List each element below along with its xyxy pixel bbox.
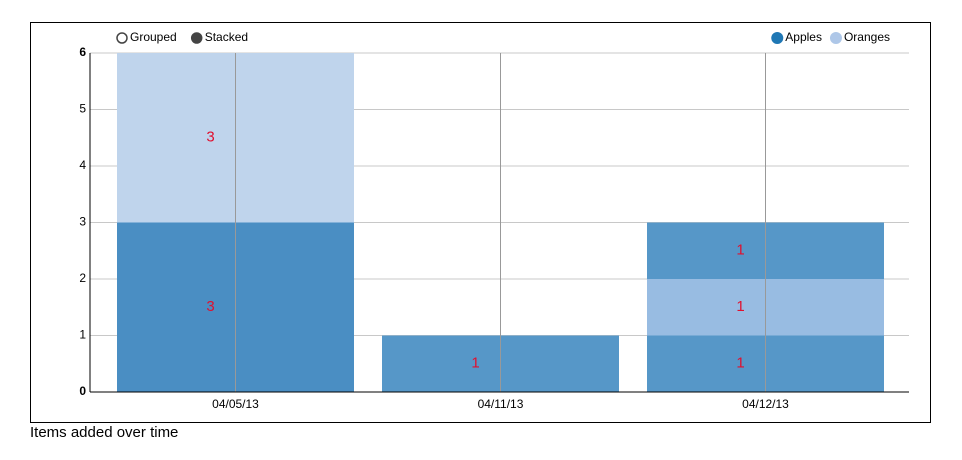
caption: Items added over time xyxy=(30,424,179,441)
y-tick-label: 1 xyxy=(79,328,86,342)
control-radio[interactable] xyxy=(190,32,203,44)
x-tick-label: 04/12/13 xyxy=(742,397,789,411)
y-tick-label: 0 xyxy=(79,384,86,398)
chart-frame xyxy=(30,22,931,423)
x-tick-label: 04/11/13 xyxy=(478,397,524,411)
value-label: 1 xyxy=(471,355,479,372)
value-label: 1 xyxy=(736,298,744,315)
control-label[interactable]: Stacked xyxy=(205,30,248,44)
value-label: 3 xyxy=(206,129,214,146)
legend-label[interactable]: Oranges xyxy=(844,30,890,44)
control-label[interactable]: Grouped xyxy=(130,30,177,44)
y-tick-label: 2 xyxy=(79,271,86,285)
legend-label[interactable]: Apples xyxy=(785,30,822,44)
y-tick-label: 3 xyxy=(79,215,86,229)
value-label: 3 xyxy=(206,298,214,315)
legend-marker[interactable] xyxy=(771,32,784,44)
value-label: 1 xyxy=(736,355,744,372)
chart: 0 1 2 3 4 5 6 3 3 04/05/13 1 04/11/13 1 1 1 04/12/13 Gro… xyxy=(30,22,931,423)
y-tick-label: 4 xyxy=(79,158,86,172)
legend-marker[interactable] xyxy=(829,32,842,44)
value-label: 1 xyxy=(736,242,744,259)
y-tick-label: 6 xyxy=(79,45,86,59)
x-tick-label: 04/05/13 xyxy=(212,397,259,411)
control-radio[interactable] xyxy=(116,32,128,44)
y-tick-label: 5 xyxy=(79,102,86,116)
